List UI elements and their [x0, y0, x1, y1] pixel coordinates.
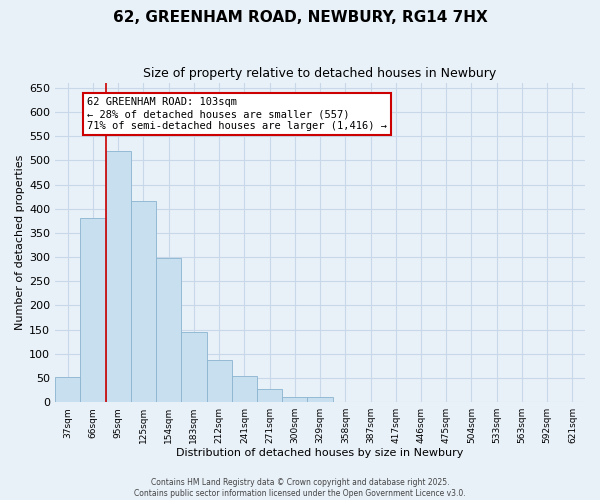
Bar [257, 388, 282, 402]
Bar [181, 332, 206, 402]
Bar [232, 376, 257, 402]
Bar [106, 150, 131, 402]
Bar [80, 218, 106, 402]
Bar [206, 360, 232, 402]
Bar [55, 377, 80, 402]
Bar [156, 258, 181, 402]
Bar [131, 202, 156, 402]
X-axis label: Distribution of detached houses by size in Newbury: Distribution of detached houses by size … [176, 448, 464, 458]
Text: Contains HM Land Registry data © Crown copyright and database right 2025.
Contai: Contains HM Land Registry data © Crown c… [134, 478, 466, 498]
Bar [282, 398, 307, 402]
Y-axis label: Number of detached properties: Number of detached properties [15, 155, 25, 330]
Title: Size of property relative to detached houses in Newbury: Size of property relative to detached ho… [143, 68, 497, 80]
Text: 62, GREENHAM ROAD, NEWBURY, RG14 7HX: 62, GREENHAM ROAD, NEWBURY, RG14 7HX [113, 10, 487, 25]
Bar [307, 398, 332, 402]
Text: 62 GREENHAM ROAD: 103sqm
← 28% of detached houses are smaller (557)
71% of semi-: 62 GREENHAM ROAD: 103sqm ← 28% of detach… [87, 98, 387, 130]
